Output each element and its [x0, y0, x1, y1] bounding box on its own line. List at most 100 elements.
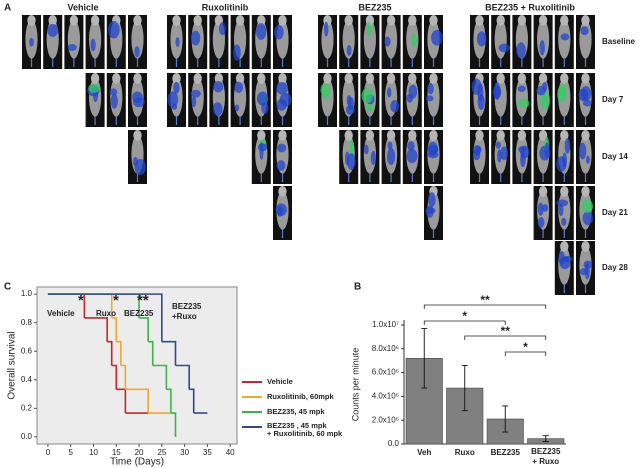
signal: [411, 33, 417, 48]
survival-step: [116, 340, 122, 366]
signal: [88, 84, 100, 93]
mouse-head: [386, 130, 396, 141]
signal: [477, 93, 485, 110]
y-axis-label: Overall survival: [7, 331, 18, 399]
significance-label: **: [480, 293, 490, 307]
mouse-head: [560, 241, 569, 252]
signal: [370, 150, 376, 166]
signal: [406, 149, 418, 164]
survival-step: [148, 340, 154, 366]
signal: [218, 22, 226, 36]
annotation: Ruxo: [96, 309, 116, 318]
signal: [558, 203, 564, 217]
x-tick-label: 25: [157, 448, 166, 457]
signal: [365, 103, 374, 112]
panel-letter: B: [354, 282, 361, 293]
panel-letter: A: [4, 3, 11, 14]
mouse-body: [342, 19, 355, 59]
legend-label-box: BEZ235 , 45 mpk + Ruxolitinib, 60 mpk: [267, 422, 342, 439]
mouse-head: [581, 15, 590, 26]
mouse-head: [278, 15, 287, 26]
bar: [446, 387, 484, 445]
signal: [233, 44, 241, 61]
signal: [564, 138, 571, 154]
mouse-head: [538, 186, 548, 197]
signal: [191, 96, 197, 108]
signal: [261, 102, 269, 115]
signal: [539, 91, 551, 110]
signal: [582, 99, 592, 107]
signal: [212, 102, 223, 116]
signal: [387, 141, 393, 150]
signal: [366, 21, 372, 37]
signal: [167, 91, 179, 108]
y-tick-label: 4.0x10⁶: [372, 392, 399, 401]
signal: [190, 89, 201, 98]
signal: [517, 85, 526, 92]
legend-label: BEZ235, 45 mpk: [267, 407, 325, 416]
signal: [276, 98, 287, 111]
survival-step: [84, 317, 108, 342]
mouse-head: [581, 186, 590, 197]
x-tick-label: BEZ235 + Ruxo: [531, 447, 561, 466]
annotation: **: [137, 292, 149, 309]
signal: [539, 39, 545, 56]
mouse-head: [48, 15, 57, 26]
mouse-head: [538, 15, 548, 26]
y-tick-label: 0.0: [388, 439, 400, 448]
signal: [427, 141, 439, 157]
signal: [361, 88, 373, 104]
signal: [579, 268, 589, 276]
signal: [277, 143, 287, 153]
signal: [544, 142, 550, 158]
signal: [276, 160, 286, 171]
signal: [558, 251, 565, 265]
x-tick-label-box: BEZ235 + Ruxo: [531, 447, 561, 466]
mouse-head: [365, 73, 375, 84]
mouse-head: [112, 73, 121, 84]
signal: [408, 84, 418, 99]
mouse-head: [517, 73, 527, 84]
signal: [386, 147, 396, 166]
x-tick-label: 20: [135, 448, 144, 457]
signal: [363, 144, 369, 155]
y-tick-label: 2.0x10⁶: [372, 415, 399, 424]
error-bar: [421, 328, 428, 389]
signal: [492, 85, 502, 99]
mouse-head: [429, 130, 438, 141]
mouse-head: [496, 130, 505, 141]
plot-area: [36, 286, 238, 445]
signal: [407, 141, 415, 151]
annotation: *: [78, 292, 84, 309]
y-tick-label: 1.0x10⁷: [372, 320, 399, 329]
mouse-head: [257, 15, 266, 26]
mouse-head: [323, 73, 332, 84]
mouse-head: [214, 73, 224, 84]
signal: [390, 100, 400, 113]
signal: [582, 210, 593, 226]
signal: [427, 83, 434, 95]
signal: [473, 145, 481, 156]
significance-label: *: [523, 340, 528, 354]
signal: [346, 44, 352, 56]
signal: [190, 30, 201, 46]
mouse-head: [365, 130, 375, 141]
x-axis-label: Time (Days): [110, 457, 164, 468]
survival-step: [139, 317, 149, 342]
mouse-head: [496, 15, 505, 26]
survival-step: [120, 364, 127, 390]
signal: [345, 104, 355, 115]
mouse-head: [257, 130, 266, 141]
signal: [581, 199, 593, 214]
survival-step: [47, 293, 163, 342]
mouse-head: [193, 73, 202, 84]
mouse-head: [475, 130, 484, 141]
signal: [557, 86, 564, 103]
signal: [110, 93, 118, 109]
signal: [274, 25, 284, 40]
signal: [175, 37, 180, 47]
signal: [346, 94, 352, 106]
mouse-head: [344, 130, 353, 141]
mouse-head: [344, 73, 353, 84]
